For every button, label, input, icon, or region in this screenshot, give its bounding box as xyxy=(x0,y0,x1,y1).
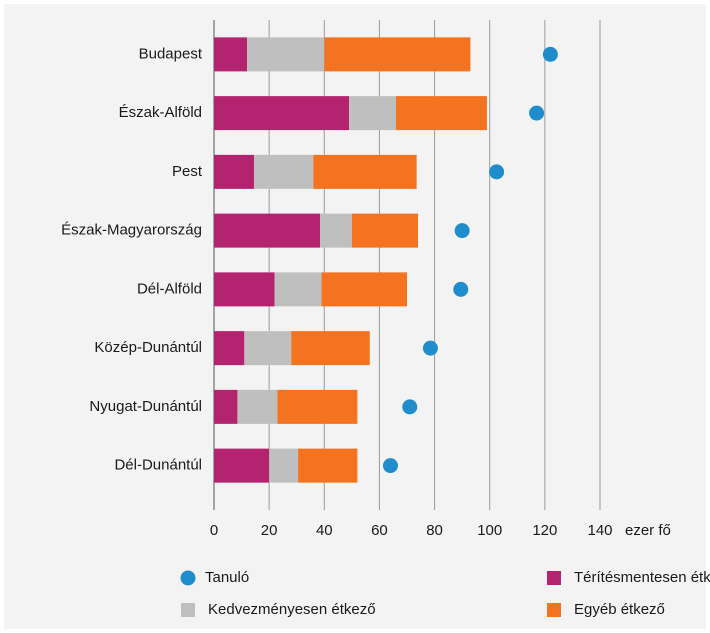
legend-label: Tanuló xyxy=(205,569,249,586)
bar-segment xyxy=(214,96,350,131)
bar-segment xyxy=(321,272,407,307)
dot xyxy=(454,223,470,239)
legend-label: Kedvezményesen étkező xyxy=(208,601,376,618)
y-tick-label: Nyugat-Dunántúl xyxy=(89,398,202,415)
bar-segment xyxy=(313,154,417,189)
legend-marker xyxy=(547,603,561,617)
bar-segment xyxy=(298,448,358,483)
x-tick-label: 140 xyxy=(587,522,612,539)
bar-segment xyxy=(320,213,352,248)
dot xyxy=(453,281,469,297)
bar-segment xyxy=(244,331,292,366)
x-tick-label: 40 xyxy=(316,522,333,539)
x-tick-label: 80 xyxy=(426,522,443,539)
bar-segment xyxy=(351,213,419,248)
bar-segment xyxy=(214,272,275,307)
bar-segment xyxy=(395,96,487,131)
x-tick-label: 0 xyxy=(210,522,218,539)
dot xyxy=(489,164,505,180)
bar-segment xyxy=(214,448,270,483)
x-tick-label: 60 xyxy=(371,522,388,539)
legend-marker xyxy=(180,570,196,586)
bar-segment xyxy=(277,389,358,424)
bar-segment xyxy=(253,154,314,189)
bar-segment xyxy=(214,213,321,248)
y-tick-label: Észak-Magyarország xyxy=(61,222,202,239)
x-axis-label: ezer fő xyxy=(625,522,671,539)
y-tick-label: Budapest xyxy=(139,45,203,62)
y-tick-label: Dél-Alföld xyxy=(137,280,202,297)
dot xyxy=(422,340,438,356)
x-tick-label: 20 xyxy=(261,522,278,539)
bar-segment xyxy=(214,154,254,189)
legend-marker xyxy=(181,603,195,617)
x-tick-label: 100 xyxy=(477,522,502,539)
dot xyxy=(382,458,398,474)
y-tick-label: Észak-Alföld xyxy=(119,104,202,121)
legend-label: Egyéb étkező xyxy=(574,601,665,618)
bar-segment xyxy=(324,37,471,72)
bar-segment xyxy=(214,37,248,72)
bar-segment xyxy=(269,448,299,483)
dot xyxy=(542,46,558,62)
legend-marker xyxy=(547,571,561,585)
bar-segment xyxy=(237,389,278,424)
x-tick-label: 120 xyxy=(532,522,557,539)
bar-segment xyxy=(214,331,245,366)
y-tick-label: Közép-Dunántúl xyxy=(94,339,202,356)
legend-label: Térítésmentesen étkező xyxy=(574,569,710,586)
dot xyxy=(529,105,545,121)
y-tick-label: Pest xyxy=(172,163,203,180)
bar-segment xyxy=(291,331,370,366)
dot xyxy=(402,399,418,415)
y-tick-label: Dél-Dunántúl xyxy=(114,457,202,474)
bar-segment xyxy=(214,389,238,424)
bar-segment xyxy=(274,272,322,307)
bar-segment xyxy=(247,37,325,72)
bar-segment xyxy=(349,96,396,131)
